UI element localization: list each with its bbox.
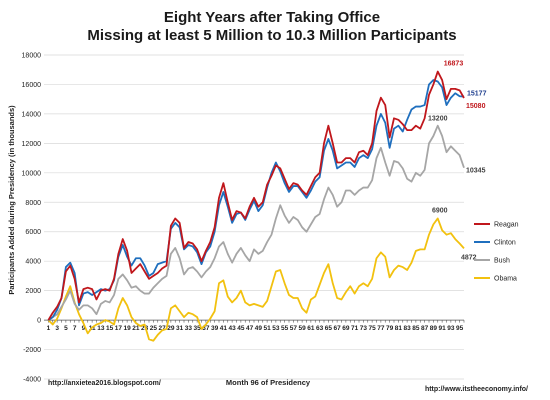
- x-tick-label: 57: [290, 325, 298, 332]
- legend-label-obama: Obama: [494, 276, 517, 283]
- x-tick-label: 63: [316, 325, 324, 332]
- x-tick-label: 3: [55, 325, 59, 332]
- x-tick-label: 45: [237, 325, 245, 332]
- x-tick-label: 49: [255, 325, 263, 332]
- x-tick-label: 19: [124, 325, 132, 332]
- footer-source-right: http://www.itstheeconomy.info/: [425, 386, 528, 393]
- x-tick-label: 27: [159, 325, 167, 332]
- value-annotation: 6900: [432, 207, 448, 214]
- x-tick-label: 77: [377, 325, 385, 332]
- x-tick-label: 37: [202, 325, 210, 332]
- x-tick-label: 93: [447, 325, 455, 332]
- y-tick-label: 0: [37, 318, 41, 325]
- x-tick-label: 59: [299, 325, 307, 332]
- x-tick-label: 81: [395, 325, 403, 332]
- x-axis-ticks: 1 3 5 7 9 11 13 15 17 19 21 23 25 27 29 31 33 35 37 39 41 43 4…: [47, 320, 465, 332]
- x-tick-label: 83: [404, 325, 412, 332]
- y-tick-label: 2000: [25, 288, 41, 295]
- x-tick-label: 31: [176, 325, 184, 332]
- x-tick-label: 15: [106, 325, 114, 332]
- y-tick-label: -2000: [23, 347, 41, 354]
- chart-title-line-1: Eight Years after Taking Office: [164, 9, 380, 26]
- y-tick-label: 14000: [22, 111, 42, 118]
- x-tick-label: 89: [430, 325, 438, 332]
- y-tick-label: 12000: [22, 141, 42, 148]
- x-tick-label: 9: [82, 325, 86, 332]
- value-annotation: 10345: [466, 168, 486, 175]
- value-annotation: 15177: [467, 91, 487, 98]
- y-axis-ticks: -4000 -2000 0 2000 4000 6000 8000 10000 12000 140…: [22, 53, 42, 384]
- series-line-obama: [47, 217, 465, 342]
- x-tick-label: 21: [132, 325, 140, 332]
- x-tick-label: 71: [351, 325, 359, 332]
- x-tick-label: 91: [439, 325, 447, 332]
- y-tick-label: 18000: [22, 53, 42, 60]
- x-tick-label: 41: [220, 325, 228, 332]
- x-tick-label: 47: [246, 325, 254, 332]
- legend-label-bush: Bush: [494, 258, 510, 265]
- series-lines: [47, 70, 465, 342]
- legend-label-reagan: Reagan: [494, 222, 519, 229]
- x-tick-label: 75: [369, 325, 377, 332]
- x-tick-label: 73: [360, 325, 368, 332]
- footer-source-left: http://anxietea2016.blogspot.com/: [48, 380, 161, 387]
- x-tick-label: 67: [334, 325, 342, 332]
- value-annotation: 16873: [444, 61, 464, 68]
- x-tick-label: 69: [342, 325, 350, 332]
- legend: Reagan Clinton Bush Obama: [474, 222, 519, 283]
- y-tick-label: 16000: [22, 82, 42, 89]
- x-tick-label: 7: [73, 325, 77, 332]
- x-tick-label: 13: [97, 325, 105, 332]
- series-line-reagan: [47, 70, 465, 321]
- x-tick-label: 95: [456, 325, 464, 332]
- chart-title-line-2: Missing at least 5 Million to 10.3 Milli…: [87, 27, 456, 44]
- x-tick-label: 65: [325, 325, 333, 332]
- x-tick-label: 23: [141, 325, 149, 332]
- x-tick-label: 25: [150, 325, 158, 332]
- x-tick-label: 35: [194, 325, 202, 332]
- y-tick-label: 8000: [25, 200, 41, 207]
- x-tick-label: 5: [64, 325, 68, 332]
- value-annotations: 16873 15177 15080 13200 10345 6900 4872: [428, 61, 487, 262]
- legend-label-clinton: Clinton: [494, 240, 516, 247]
- x-tick-label: 17: [115, 325, 123, 332]
- x-tick-label: 29: [167, 325, 175, 332]
- y-tick-label: 6000: [25, 229, 41, 236]
- value-annotation: 15080: [466, 103, 486, 110]
- series-line-bush: [47, 124, 465, 321]
- x-tick-label: 1: [47, 325, 51, 332]
- value-annotation: 4872: [461, 254, 477, 261]
- x-axis-label: Month 96 of Presidency: [226, 378, 311, 387]
- series-line-clinton: [47, 79, 465, 321]
- x-tick-label: 85: [412, 325, 420, 332]
- x-tick-label: 33: [185, 325, 193, 332]
- x-tick-label: 79: [386, 325, 394, 332]
- value-annotation: 13200: [428, 116, 448, 123]
- x-tick-label: 61: [307, 325, 315, 332]
- y-tick-label: 4000: [25, 259, 41, 266]
- x-tick-label: 51: [264, 325, 272, 332]
- y-axis-label: Participants Added during Presidency (in…: [7, 105, 16, 295]
- y-tick-label: -4000: [23, 377, 41, 384]
- x-tick-label: 43: [229, 325, 237, 332]
- y-tick-label: 10000: [22, 170, 42, 177]
- x-tick-label: 87: [421, 325, 429, 332]
- x-tick-label: 55: [281, 325, 289, 332]
- x-tick-label: 53: [272, 325, 280, 332]
- x-tick-label: 39: [211, 325, 219, 332]
